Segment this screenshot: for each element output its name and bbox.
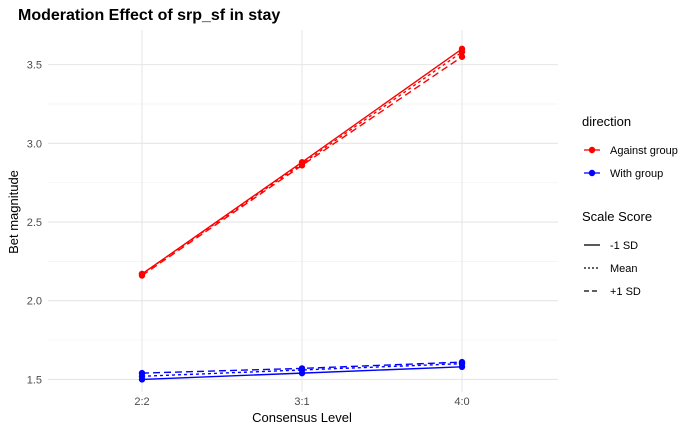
x-axis-label: Consensus Level — [252, 410, 352, 425]
series-line — [141, 362, 463, 377]
x-tick-label: 4:0 — [454, 396, 469, 408]
y-tick-label: 1.5 — [27, 374, 42, 386]
y-tick-label: 3.0 — [27, 138, 42, 150]
y-tick-label: 2.0 — [27, 296, 42, 308]
data-point — [458, 48, 466, 56]
x-tick-label: 2:2 — [134, 396, 149, 408]
data-point — [298, 162, 306, 169]
series-group — [138, 53, 466, 279]
legend: direction Against group With group Scale Sc… — [582, 114, 678, 298]
data-point — [138, 369, 146, 377]
x-tick-label: 3:1 — [294, 396, 309, 408]
y-tick-labels: 1.5 2.0 2.5 3.0 3.5 — [27, 60, 42, 387]
legend-key-point — [588, 146, 596, 154]
legend-key — [584, 146, 600, 154]
series-line — [141, 56, 463, 277]
legend-key — [584, 169, 600, 177]
series-lines — [138, 45, 466, 383]
data-point — [458, 358, 466, 366]
x-tick-labels: 2:2 3:1 4:0 — [134, 396, 469, 408]
legend-key-point — [588, 169, 596, 177]
legend-label: Mean — [610, 263, 638, 275]
legend-title: direction — [582, 114, 631, 129]
legend-label: With group — [610, 168, 663, 180]
data-point — [138, 272, 146, 279]
grid — [48, 30, 558, 392]
legend-label: -1 SD — [610, 240, 638, 252]
chart-title: Moderation Effect of srp_sf in stay — [18, 7, 280, 24]
data-point — [458, 53, 466, 60]
y-axis-label: Bet magnitude — [6, 170, 21, 254]
series-group — [138, 358, 466, 377]
legend-label: +1 SD — [610, 286, 641, 298]
y-tick-label: 2.5 — [27, 217, 42, 229]
legend-title: Scale Score — [582, 209, 652, 224]
data-point — [298, 365, 306, 372]
y-tick-label: 3.5 — [27, 60, 42, 72]
legend-label: Against group — [610, 145, 678, 157]
